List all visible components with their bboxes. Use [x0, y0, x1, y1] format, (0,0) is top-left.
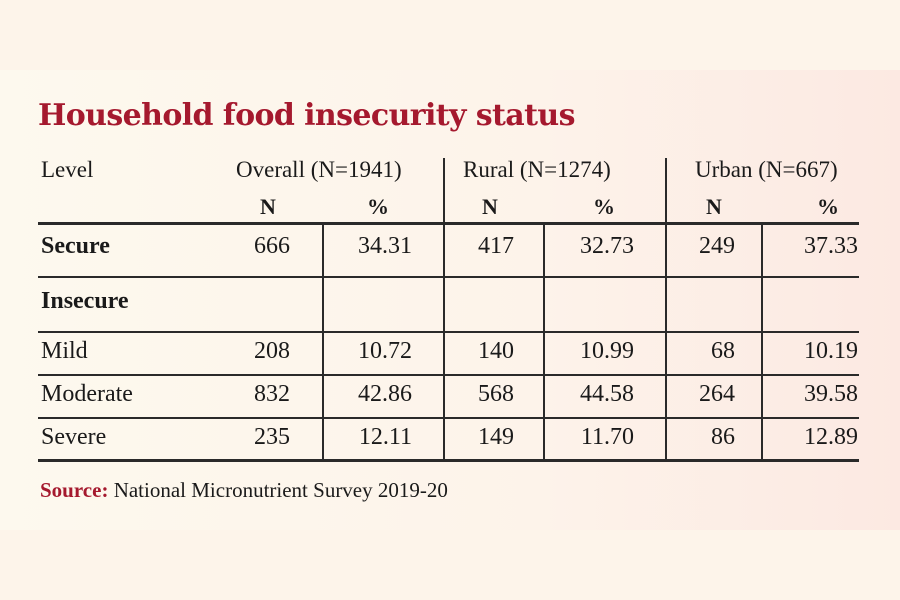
column-divider	[322, 224, 324, 460]
cell-overall-n: 832	[254, 381, 290, 407]
subheader-n: N	[260, 194, 276, 219]
row-label: Insecure	[41, 288, 129, 314]
cell-rural-pct: 44.58	[580, 381, 634, 407]
row-divider	[38, 276, 859, 278]
cell-urban-n: 249	[699, 233, 735, 259]
row-label: Severe	[41, 424, 107, 450]
cell-urban-n: 86	[711, 424, 735, 450]
cell-urban-n: 68	[711, 338, 735, 364]
row-divider	[38, 331, 859, 333]
column-divider	[761, 224, 763, 460]
column-divider	[543, 224, 545, 460]
source-label: Source:	[40, 478, 109, 502]
row-divider	[38, 374, 859, 376]
cell-overall-pct: 34.31	[358, 233, 412, 259]
row-label: Moderate	[41, 381, 133, 407]
cell-urban-pct: 10.19	[804, 338, 858, 364]
cell-rural-n: 568	[478, 381, 514, 407]
subheader-pct: %	[817, 194, 839, 219]
cell-rural-pct: 32.73	[580, 233, 634, 259]
row-label: Mild	[41, 338, 88, 364]
group-header-urban: Urban (N=667)	[695, 157, 838, 182]
page-title: Household food insecurity status	[38, 98, 575, 133]
cell-rural-n: 149	[478, 424, 514, 450]
level-header: Level	[41, 157, 94, 182]
source-note: Source: National Micronutrient Survey 20…	[40, 478, 448, 503]
bottom-rule	[38, 459, 859, 462]
infographic-panel	[0, 70, 900, 530]
header-rule	[38, 222, 859, 225]
cell-urban-n: 264	[699, 381, 735, 407]
cell-urban-pct: 39.58	[804, 381, 858, 407]
cell-rural-n: 140	[478, 338, 514, 364]
row-label: Secure	[41, 233, 110, 259]
cell-rural-pct: 10.99	[580, 338, 634, 364]
row-divider	[38, 417, 859, 419]
group-header-overall: Overall (N=1941)	[236, 157, 402, 182]
cell-overall-n: 235	[254, 424, 290, 450]
cell-overall-pct: 10.72	[358, 338, 412, 364]
cell-overall-pct: 42.86	[358, 381, 412, 407]
source-text: National Micronutrient Survey 2019-20	[113, 478, 448, 502]
cell-overall-pct: 12.11	[358, 424, 412, 450]
cell-rural-pct: 11.70	[580, 424, 634, 450]
cell-urban-pct: 12.89	[804, 424, 858, 450]
subheader-pct: %	[593, 194, 615, 219]
cell-overall-n: 666	[254, 233, 290, 259]
cell-urban-pct: 37.33	[804, 233, 858, 259]
subheader-pct: %	[367, 194, 389, 219]
cell-rural-n: 417	[478, 233, 514, 259]
group-header-rural: Rural (N=1274)	[463, 157, 611, 182]
subheader-n: N	[706, 194, 722, 219]
subheader-n: N	[482, 194, 498, 219]
cell-overall-n: 208	[254, 338, 290, 364]
group-divider	[665, 158, 667, 460]
group-divider	[443, 158, 445, 460]
